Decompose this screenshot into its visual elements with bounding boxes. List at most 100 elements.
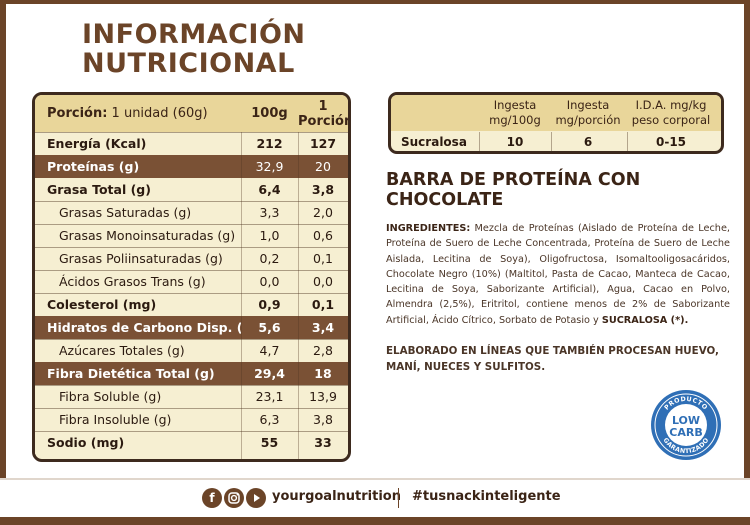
column-divider (479, 132, 480, 151)
row-label: Energía (Kcal) (47, 136, 147, 151)
header-intake-100g: Ingesta mg/100g (489, 98, 541, 127)
row-value-100g: 4,7 (259, 343, 280, 358)
row-value-portion: 20 (315, 159, 331, 174)
row-label: Grasas Monoinsaturadas (g) (59, 228, 236, 243)
row-value-portion: 3,4 (311, 320, 335, 335)
row-value-portion: 3,8 (313, 412, 333, 427)
table-row: Azúcares Totales (g) 4,7 2,8 (35, 339, 348, 362)
facebook-icon[interactable]: f (202, 488, 222, 508)
header-serving-value: 1 unidad (60g) (107, 106, 208, 121)
sweetener-table: Ingesta mg/100g Ingesta mg/porción I.D.A… (388, 92, 724, 154)
table-row: Grasas Poliinsaturadas (g) 0,2 0,1 (35, 247, 348, 270)
row-value-portion: 18 (314, 366, 332, 381)
low-carb-badge: PRODUCTO GARANTIZADO LOW CARB (650, 389, 722, 461)
product-title-line-2: CHOCOLATE (386, 190, 504, 210)
ingredients-text: INGREDIENTES: Mezcla de Proteínas (Aisla… (386, 221, 730, 328)
row-value-100g: 1,0 (259, 228, 280, 243)
row-value-100g: 0,2 (259, 251, 280, 266)
table-row: Ácidos Grasos Trans (g) 0,0 0,0 (35, 270, 348, 293)
row-value-portion: 33 (314, 435, 332, 450)
table-row: Fibra Dietética Total (g) 29,4 18 (35, 362, 348, 385)
table-row: Grasas Monoinsaturadas (g) 1,0 0,6 (35, 224, 348, 247)
row-value-portion: 13,9 (309, 389, 337, 404)
row-value-portion: 3,8 (311, 182, 335, 197)
badge-line-2: CARB (669, 426, 702, 439)
row-divider (35, 247, 348, 248)
row-label: Grasa Total (g) (47, 182, 151, 197)
sweetener-value-portion: 6 (583, 135, 593, 149)
table-row: Energía (Kcal) 212 127 (35, 132, 348, 155)
footer-divider (0, 478, 750, 480)
row-value-portion: 0,6 (313, 228, 333, 243)
table-row: Fibra Soluble (g) 23,1 13,9 (35, 385, 348, 408)
footer: f yourgoalnutrition #tusnackinteligente (0, 478, 750, 525)
row-divider (35, 201, 348, 202)
table-row: Grasas Saturadas (g) 3,3 2,0 (35, 201, 348, 224)
nutrition-table: Porción: 1 unidad (60g) 100g 1 Porción E… (32, 92, 351, 462)
row-value-100g: 3,3 (259, 205, 280, 220)
badge-seal-icon: PRODUCTO GARANTIZADO LOW CARB (651, 390, 721, 460)
table-row: Hidratos de Carbono Disp. (g) 5,6 3,4 (35, 316, 348, 339)
row-label: Ácidos Grasos Trans (g) (59, 274, 206, 289)
column-divider (241, 132, 242, 459)
ingredients-sweetener: SUCRALOSA (*). (601, 314, 689, 326)
sweetener-row: Sucralosa 10 6 0-15 (391, 132, 721, 151)
title-line-2: NUTRICIONAL (82, 48, 295, 79)
allergen-warning: ELABORADO EN LÍNEAS QUE TAMBIÉN PROCESAN… (386, 345, 719, 373)
row-value-100g: 5,6 (258, 320, 281, 335)
column-divider (298, 132, 299, 459)
header-intake-portion: Ingesta mg/porción (555, 98, 621, 127)
row-value-100g: 55 (260, 435, 279, 450)
row-label: Grasas Poliinsaturadas (g) (59, 251, 223, 266)
table-row: Fibra Insoluble (g) 6,3 3,8 (35, 408, 348, 431)
instagram-icon[interactable] (224, 488, 244, 508)
row-label: Grasas Saturadas (g) (59, 205, 192, 220)
row-value-100g: 0,0 (259, 274, 280, 289)
social-handle[interactable]: yourgoalnutrition (272, 489, 401, 504)
page-title: INFORMACIÓN NUTRICIONAL (82, 20, 306, 78)
row-value-portion: 2,8 (313, 343, 333, 358)
row-value-portion: 127 (309, 136, 337, 151)
row-value-100g: 29,4 (254, 366, 285, 381)
row-value-100g: 32,9 (255, 159, 284, 174)
row-divider (35, 408, 348, 409)
row-value-100g: 0,9 (258, 297, 281, 312)
title-line-1: INFORMACIÓN (82, 19, 306, 50)
table-row: Proteínas (g) 32,9 20 (35, 155, 348, 178)
sweetener-value-100g: 10 (506, 135, 524, 149)
column-divider (627, 132, 628, 151)
header-100g: 100g (251, 106, 288, 121)
row-label: Colesterol (mg) (47, 297, 157, 312)
product-title-line-1: BARRA DE PROTEÍNA CON (386, 170, 641, 190)
sweetener-header: Ingesta mg/100g Ingesta mg/porción I.D.A… (391, 95, 721, 131)
row-label: Proteínas (g) (47, 159, 140, 174)
table-row: Sodio (mg) 55 33 (35, 431, 348, 454)
row-divider (35, 132, 348, 133)
ingredients-label: INGREDIENTES: (386, 223, 471, 234)
row-label: Fibra Dietética Total (g) (47, 366, 215, 381)
row-label: Fibra Insoluble (g) (59, 412, 172, 427)
table-row: Colesterol (mg) 0,9 0,1 (35, 293, 348, 316)
hashtag[interactable]: #tusnackinteligente (412, 489, 561, 504)
youtube-icon[interactable] (246, 488, 266, 508)
row-divider (35, 339, 348, 340)
row-divider (35, 293, 348, 294)
row-value-portion: 0,0 (313, 274, 333, 289)
column-divider (551, 132, 552, 151)
row-label: Azúcares Totales (g) (59, 343, 185, 358)
header-ida: I.D.A. mg/kg peso corporal (631, 98, 711, 127)
badge-line-1: LOW (672, 414, 700, 427)
row-divider (35, 270, 348, 271)
row-label: Hidratos de Carbono Disp. (g) (47, 320, 241, 335)
product-title: BARRA DE PROTEÍNA CON CHOCOLATE (386, 170, 726, 210)
row-value-100g: 6,4 (258, 182, 281, 197)
row-divider (35, 224, 348, 225)
row-value-portion: 2,0 (313, 205, 333, 220)
row-divider (35, 431, 348, 432)
table-header: Porción: 1 unidad (60g) 100g 1 Porción (35, 95, 348, 132)
header-serving-label: Porción: 1 unidad (60g) (47, 106, 208, 121)
row-label: Fibra Soluble (g) (59, 389, 162, 404)
footer-separator (398, 488, 399, 508)
ingredients-body: Mezcla de Proteínas (Aislado de Proteína… (386, 223, 730, 326)
